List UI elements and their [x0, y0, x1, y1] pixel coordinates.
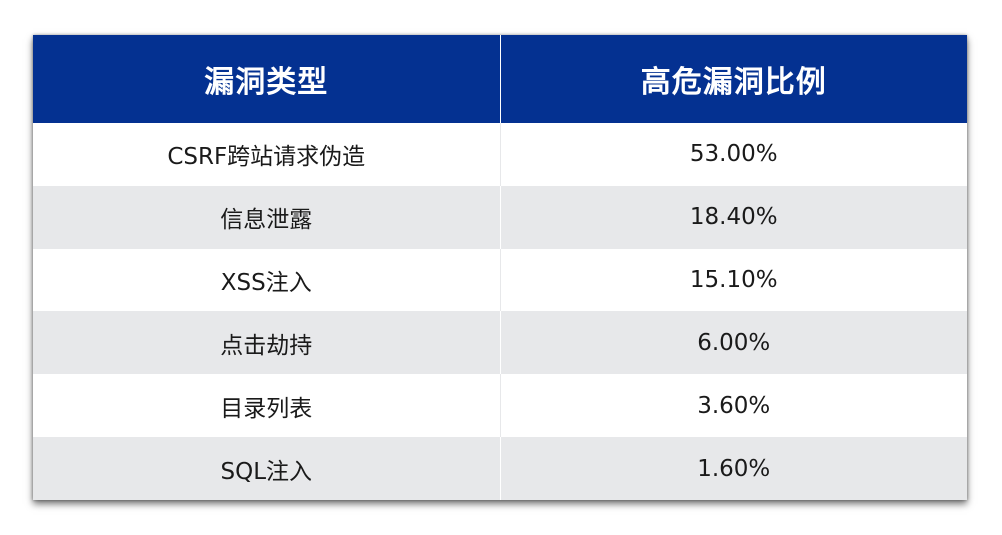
- table-row: 点击劫持 6.00%: [33, 311, 967, 375]
- table-row: 信息泄露 18.40%: [33, 185, 967, 249]
- vulnerability-table-card: 漏洞类型 高危漏洞比例 CSRF跨站请求伪造 53.00% 信息泄露 18.40…: [33, 35, 967, 500]
- vuln-type-cell: CSRF跨站请求伪造: [33, 123, 500, 186]
- header-high-risk-ratio: 高危漏洞比例: [499, 35, 967, 123]
- vuln-type-cell: 信息泄露: [33, 185, 500, 249]
- ratio-cell: 1.60%: [499, 437, 967, 500]
- vuln-type-cell: 点击劫持: [33, 311, 500, 375]
- table-row: CSRF跨站请求伪造 53.00%: [33, 123, 967, 186]
- header-vuln-type: 漏洞类型: [33, 35, 500, 123]
- table-row: SQL注入 1.60%: [33, 437, 967, 500]
- vuln-type-cell: XSS注入: [33, 248, 500, 312]
- ratio-cell: 18.40%: [499, 185, 967, 249]
- ratio-cell: 3.60%: [499, 374, 967, 438]
- ratio-cell: 53.00%: [499, 123, 967, 186]
- vuln-type-cell: SQL注入: [33, 437, 500, 500]
- table-header-row: 漏洞类型 高危漏洞比例: [33, 35, 967, 123]
- table-row: 目录列表 3.60%: [33, 374, 967, 438]
- ratio-cell: 15.10%: [499, 248, 967, 312]
- vuln-type-cell: 目录列表: [33, 374, 500, 438]
- table-row: XSS注入 15.10%: [33, 248, 967, 312]
- ratio-cell: 6.00%: [499, 311, 967, 375]
- vulnerability-table: 漏洞类型 高危漏洞比例 CSRF跨站请求伪造 53.00% 信息泄露 18.40…: [33, 35, 967, 500]
